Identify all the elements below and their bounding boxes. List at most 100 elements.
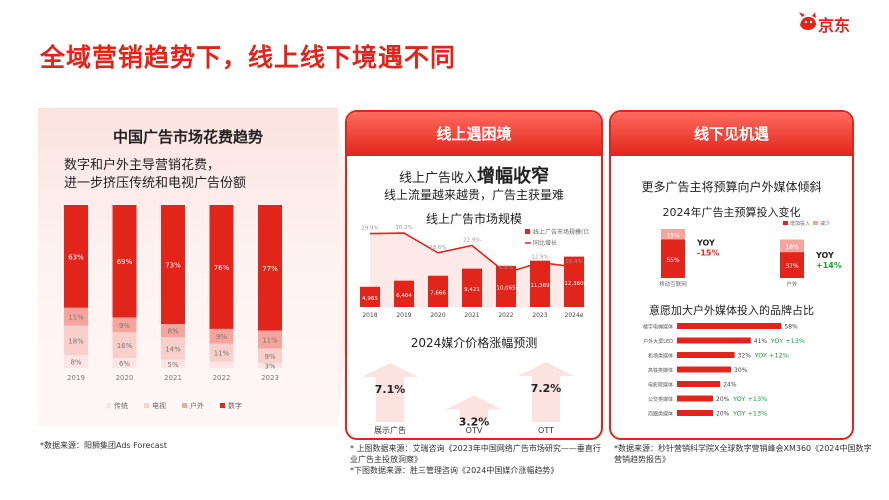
online-source-note: * 上图数据来源：艾瑞咨询《2023年中国网络广告市场研究——垂直行 业广告主投… xyxy=(350,443,601,476)
x-tick-label: 2020 xyxy=(430,312,445,319)
price-category-label: OTT xyxy=(538,426,554,435)
bar-segment xyxy=(161,323,185,338)
dog-mascot-icon xyxy=(799,12,816,30)
brand-yoy-label: YOY +13% xyxy=(732,410,767,418)
legend-label: 线上广告市场规模(亿 xyxy=(533,228,589,236)
brand-category-label: 高铁类媒体 xyxy=(648,367,673,374)
x-tick-label: 2023 xyxy=(261,374,279,382)
bar-segment xyxy=(161,337,185,360)
left-desc-line-2: 进一步挤压传统和电视广告份额 xyxy=(64,176,247,191)
jd-logo xyxy=(799,12,816,30)
brand-share-chart: 楼宇电梯媒体 58%户外大屏LED 41% YOY +13%机场类媒体 32% YOY +… xyxy=(643,323,805,418)
brand-yoy-label: YOY +13% xyxy=(770,337,805,345)
legend-label: 同比增长 xyxy=(533,239,557,247)
growth-label: 12.9% xyxy=(531,255,548,261)
online-subline: 线上流量越来越贵，广告主获量难 xyxy=(383,188,564,202)
legend-swatch xyxy=(144,403,149,408)
growth-label: 10.4% xyxy=(565,259,582,265)
legend-label: 减少 xyxy=(820,220,830,227)
legend-label: 数字 xyxy=(228,401,242,410)
brand-category-label: 公交类媒体 xyxy=(648,396,673,403)
brand-category-label: 户外大屏LED xyxy=(643,338,673,345)
x-tick-label: 2021 xyxy=(464,312,479,319)
ad-spend-stacked-bar-chart: 8% 18% 11% 63% 2019 6% 16% 9% 69% 2020 5% 14% 8% 73% 2… xyxy=(64,205,282,410)
brand-value-label: 30% xyxy=(734,367,748,374)
market-bar-label: 7,666 xyxy=(430,290,446,296)
market-bar-label: 6,464 xyxy=(396,293,412,299)
bar-segment xyxy=(161,205,185,324)
bar-segment xyxy=(258,330,282,349)
brand-bar xyxy=(677,381,721,387)
bar-segment xyxy=(161,359,185,368)
increase-label: 55% xyxy=(666,257,680,264)
yoy-label: YOY xyxy=(696,239,715,248)
brand-bar xyxy=(677,337,751,344)
legend-swatch xyxy=(182,403,187,408)
price-arrow xyxy=(518,362,574,422)
online-headline-prefix: 线上广告收入 xyxy=(398,171,477,186)
bar-segment xyxy=(64,354,88,368)
legend-swatch xyxy=(220,403,225,408)
market-bar-label: 10,065 xyxy=(496,285,516,291)
bar-data-label: 5% xyxy=(167,361,178,369)
brand-share-title: 意愿加大户外媒体投入的品牌占比 xyxy=(649,304,814,317)
legend-label: 电视 xyxy=(152,401,166,410)
bar-segment xyxy=(258,205,282,331)
price-arrow xyxy=(362,362,418,422)
brand-yoy-label: YOY +12% xyxy=(754,352,789,360)
market-bar xyxy=(530,260,550,307)
brand-bar xyxy=(677,352,735,358)
increase-bar xyxy=(780,252,804,278)
bar-data-label: 76% xyxy=(214,264,230,272)
bar-segment xyxy=(112,205,137,318)
legend-swatch xyxy=(813,221,818,225)
bar-data-label: 63% xyxy=(68,253,84,261)
growth-label: 22.9% xyxy=(463,238,480,244)
brand-category-label: 机场类媒体 xyxy=(648,353,673,360)
budget-change-title: 2024年广告主预算投入变化 xyxy=(662,206,801,219)
price-value-label: 3.2% xyxy=(459,415,490,428)
x-tick-label: 2021 xyxy=(164,374,182,382)
bar-segment xyxy=(209,361,234,368)
legend-label: 传统 xyxy=(114,401,128,410)
decrease-label: 18% xyxy=(785,244,799,251)
online-source-line-1: * 上图数据来源：艾瑞咨询《2023年中国网络广告市场研究——垂直行 xyxy=(350,444,601,453)
x-tick-label: 户外 xyxy=(786,280,798,288)
left-source-note: *数据来源：阳狮集团Ads Forecast xyxy=(40,441,167,450)
offline-source-line-1: *数据来源：秒针营销科学院X全球数字营销峰会XM360《2024中国数字 xyxy=(614,444,872,453)
bar-segment xyxy=(112,317,137,333)
brand-value-label: 41% xyxy=(754,338,768,345)
increase-bar xyxy=(661,239,685,278)
brand-category-label: 商圈类媒体 xyxy=(648,411,673,418)
growth-label: 6.8% xyxy=(499,265,513,271)
brand-bar xyxy=(677,323,782,329)
x-tick-label: 2019 xyxy=(67,374,85,382)
growth-label: 18.6% xyxy=(429,245,446,251)
brand-value-label: 20% xyxy=(716,411,730,418)
market-bar xyxy=(462,268,482,307)
x-tick-label: 2020 xyxy=(116,374,134,382)
price-value-label: 7.2% xyxy=(531,382,562,395)
bar-data-label: 11% xyxy=(262,336,278,344)
price-value-label: 7.1% xyxy=(375,383,406,396)
brand-category-label: 楼宇电梯媒体 xyxy=(643,324,673,331)
left-desc-line-1: 数字和户外主导营销花费， xyxy=(64,158,221,173)
increase-label: 37% xyxy=(785,263,799,270)
bar-data-label: 9% xyxy=(216,333,227,341)
x-tick-label: 2022 xyxy=(213,374,231,382)
brand-value-label: 20% xyxy=(716,396,730,403)
legend-swatch xyxy=(106,403,111,408)
bar-data-label: 8% xyxy=(167,328,178,336)
logo-text: 京东 xyxy=(818,16,851,35)
x-tick-label: 移动互联网 xyxy=(659,280,687,288)
bar-data-label: 8% xyxy=(70,358,81,366)
market-bar xyxy=(394,280,414,307)
bar-data-label: 11% xyxy=(68,314,84,322)
brand-bar xyxy=(677,410,713,416)
x-tick-label: 2022 xyxy=(498,312,513,319)
left-panel-title: 中国广告市场花费趋势 xyxy=(112,128,263,146)
price-category-label: 展示广告 xyxy=(374,425,406,435)
price-forecast-title: 2024媒介价格涨幅预测 xyxy=(410,336,538,350)
growth-label: 30.2% xyxy=(395,225,412,231)
